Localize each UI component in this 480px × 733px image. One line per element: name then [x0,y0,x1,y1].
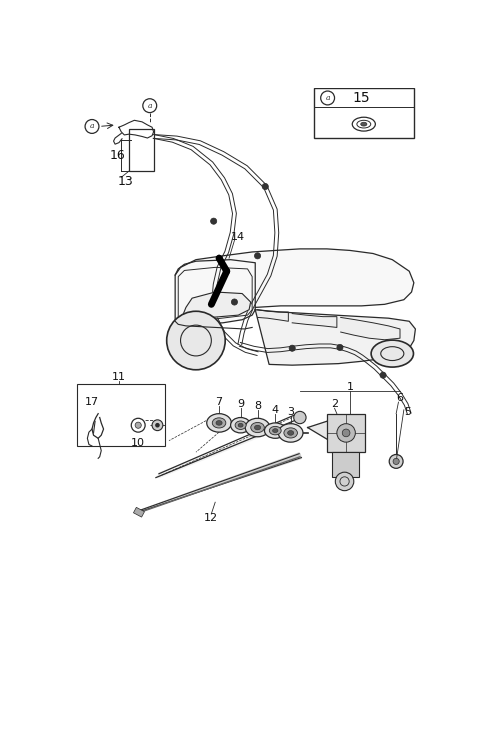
Circle shape [231,299,238,305]
Text: 2: 2 [331,399,338,410]
Text: 4: 4 [272,405,279,415]
Ellipse shape [288,430,294,435]
Text: 14: 14 [231,232,245,242]
Circle shape [380,372,386,378]
Ellipse shape [254,425,261,430]
Bar [314,88,414,138]
Circle shape [337,345,343,350]
Text: 16: 16 [109,150,125,162]
Ellipse shape [207,413,231,432]
Ellipse shape [269,427,281,435]
Circle shape [155,423,160,427]
Text: 12: 12 [204,512,218,523]
Polygon shape [341,317,400,340]
Ellipse shape [251,422,264,432]
Text: 5: 5 [404,407,411,417]
Text: 17: 17 [85,397,99,407]
Text: 8: 8 [254,401,261,411]
Circle shape [337,424,355,442]
Circle shape [167,312,225,369]
Ellipse shape [230,418,251,433]
Ellipse shape [361,122,367,126]
Circle shape [389,454,403,468]
Circle shape [254,253,261,259]
Text: 7: 7 [216,397,223,407]
Text: a: a [147,102,152,110]
Polygon shape [255,310,415,365]
Polygon shape [157,413,298,478]
Circle shape [220,257,223,259]
Circle shape [211,218,217,224]
Text: a: a [90,122,94,130]
Circle shape [342,429,350,437]
Circle shape [336,472,354,490]
Bar [332,452,359,476]
Ellipse shape [235,421,246,430]
Text: 6: 6 [396,394,404,403]
Text: 13: 13 [117,174,133,188]
Ellipse shape [238,423,243,427]
Text: a: a [325,94,330,102]
Text: 9: 9 [237,399,244,410]
Ellipse shape [273,429,278,432]
Circle shape [289,345,295,351]
Bar [129,129,154,171]
Polygon shape [292,314,337,328]
Text: 3: 3 [287,407,294,417]
Polygon shape [137,453,301,514]
Text: 10: 10 [131,438,145,448]
Bar [77,384,165,446]
Polygon shape [308,418,354,446]
Ellipse shape [371,340,413,367]
Ellipse shape [245,419,270,437]
Circle shape [294,411,306,424]
Bar [133,507,144,517]
Circle shape [393,458,399,465]
Circle shape [262,183,268,190]
Circle shape [152,420,163,430]
Polygon shape [175,249,414,321]
Text: 11: 11 [112,372,126,382]
Bar [327,413,365,452]
Text: 1: 1 [347,382,353,391]
Ellipse shape [278,424,303,442]
Polygon shape [183,292,251,317]
Polygon shape [175,259,255,324]
Circle shape [135,422,141,428]
Polygon shape [258,310,288,321]
Ellipse shape [212,418,226,428]
Ellipse shape [264,423,286,438]
Text: 15: 15 [353,91,370,105]
Ellipse shape [284,428,298,438]
Ellipse shape [216,421,222,425]
